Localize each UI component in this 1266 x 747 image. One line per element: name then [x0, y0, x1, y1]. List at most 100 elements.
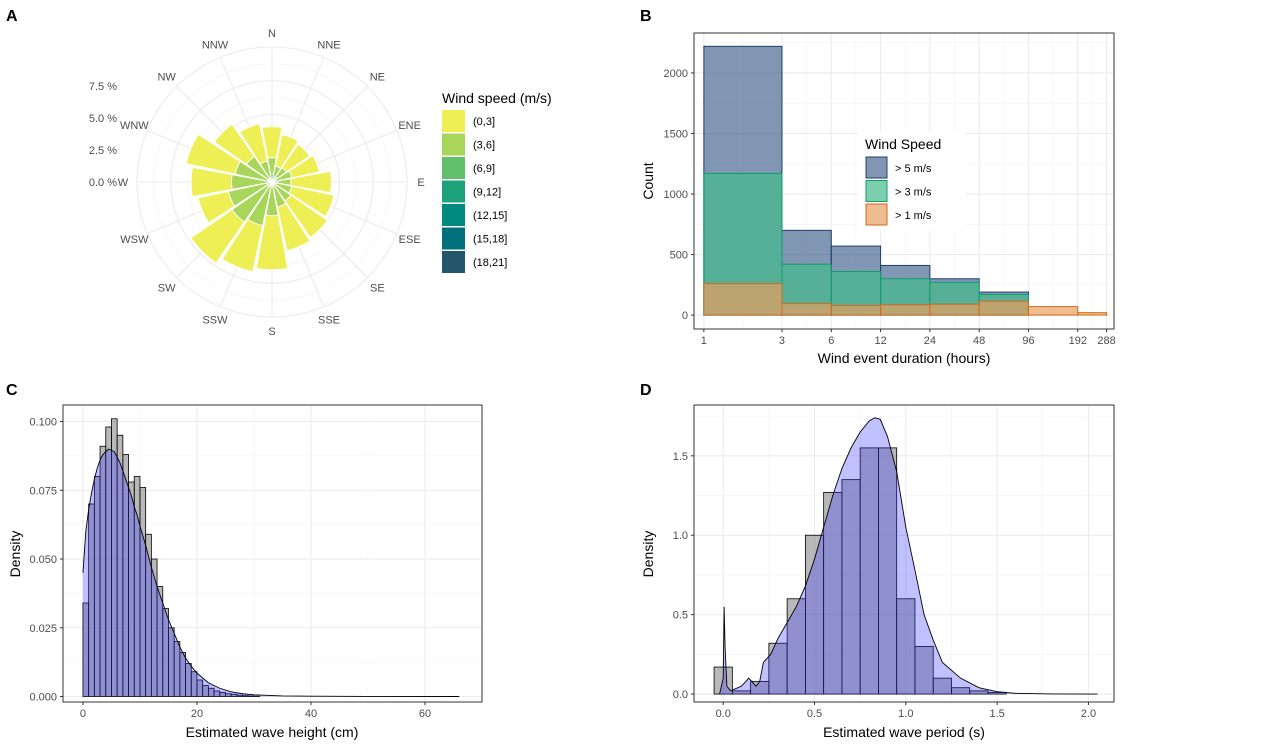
panel-b-bar-> 1 m/s-3-6 — [781, 303, 832, 316]
rose-bar-(3,6]-WSW — [227, 181, 273, 207]
rose-legend-label-6: (18,21] — [473, 257, 507, 269]
rose-legend-key-5 — [442, 227, 465, 250]
panel-b-xtick-2: 6 — [828, 335, 834, 347]
rose-bar-(0,3]-S — [255, 181, 289, 271]
panel-c-ytick-1: 0.025 — [29, 623, 57, 635]
panel-b-xtick-1: 3 — [779, 335, 785, 347]
rose-bar-(3,6]-ESE — [271, 181, 293, 194]
rose-radial-tick-2: 5.0 % — [89, 113, 117, 125]
panel-c-ytick-3: 0.075 — [29, 485, 57, 497]
panel-b-ytick-3: 1500 — [664, 128, 688, 140]
rose-legend-label-1: (3,6] — [473, 140, 495, 152]
rose-legend: Wind speed (m/s) (0,3] (3,6] (6,9] (9,12] (1… — [442, 90, 552, 273]
panel-b-bar-> 1 m/s-96-192 — [1027, 306, 1079, 316]
panel-b-duration-histogram: B 1 3 6 12 24 48 96 192 288 0 500 1000 1500 2000 Wind… — [640, 8, 1116, 366]
rose-direction-label-NNE: NNE — [317, 39, 340, 51]
rose-bars — [185, 123, 335, 273]
rose-bar-(3,6]-S — [265, 181, 279, 217]
panel-b-legend-title: Wind Speed — [865, 136, 941, 152]
rose-radial-tick-3: 7.5 % — [89, 81, 117, 93]
rose-radial-tick-1: 2.5 % — [89, 145, 117, 157]
panel-d-x-title: Estimated wave period (s) — [823, 724, 985, 740]
panel-d-ytick-2: 1.0 — [673, 530, 688, 542]
rose-bar-(3,6]-SE — [271, 181, 292, 202]
panel-c-grid — [63, 405, 483, 702]
panel-c-wave-height: C 0 20 40 60 0.000 0.025 0.050 0.075 0.100 Estim… — [6, 382, 483, 740]
rose-bar-(3,6]-SW — [231, 181, 273, 223]
panel-d-xtick-3: 1.5 — [989, 708, 1004, 720]
panel-b-legend-key-2 — [865, 203, 888, 226]
rose-direction-label-W: W — [118, 177, 129, 189]
rose-bar-(3,6]-SSW — [247, 181, 273, 227]
panel-c-density-line — [82, 448, 460, 697]
rose-direction-label-WSW: WSW — [120, 234, 149, 246]
panel-d-density-line — [719, 417, 1098, 695]
rose-bar-(3,6]-NNW — [259, 160, 273, 183]
rose-legend-key-0 — [442, 110, 465, 132]
panel-d-border — [693, 404, 1115, 703]
rose-bar-(6,9]-N — [269, 173, 275, 183]
panel-d-ticks: 0.0 0.5 1.0 1.5 2.0 0.0 0.5 1.0 1.5 — [673, 451, 1096, 720]
panel-d-density — [719, 417, 1098, 695]
rose-legend-key-6 — [442, 251, 465, 273]
panel-d-hist-bar-15 — [987, 692, 1007, 695]
panel-b-bar-> 1 m/s-1-3 — [703, 283, 783, 316]
rose-direction-label-S: S — [268, 326, 275, 338]
rose-legend-label-0: (0,3] — [473, 116, 495, 128]
rose-direction-label-SE: SE — [370, 282, 385, 294]
rose-direction-label-NW: NW — [157, 72, 176, 84]
panel-d-ytick-0: 0.0 — [673, 689, 688, 701]
rose-legend-key-3 — [442, 180, 465, 203]
rose-legend-title: Wind speed (m/s) — [442, 90, 552, 106]
panel-d-wave-period: D 0.0 0.5 1.0 1.5 2.0 0.0 0.5 1.0 1.5 Estimated … — [640, 382, 1115, 740]
rose-bar-(3,6]-W — [231, 174, 273, 190]
panel-d-xtick-1: 0.5 — [807, 708, 822, 720]
rose-bar-(3,6]-WNW — [234, 160, 273, 183]
rose-radial-labels: 0.0 % 2.5 % 5.0 % 7.5 % — [89, 81, 117, 189]
panel-letter-b: B — [640, 8, 652, 25]
rose-direction-label-WNW: WNW — [120, 120, 149, 132]
panel-d-hist-bar-11 — [914, 646, 934, 695]
rose-direction-labels: N NNE NE ENE E ESE SE SSE S SSW SW WSW W WNW NW NNW — [118, 28, 425, 338]
rose-legend-key-4 — [442, 204, 465, 226]
panel-b-bar-> 1 m/s-24-48 — [929, 303, 980, 316]
panel-b-xtick-5: 48 — [973, 335, 985, 347]
rose-legend-label-2: (6,9] — [473, 163, 495, 175]
panel-b-bar-> 1 m/s-192-288 — [1077, 312, 1108, 316]
panel-d-hist-bar-12 — [932, 677, 952, 695]
panel-letter-c: C — [6, 382, 18, 399]
rose-direction-label-SSE: SSE — [318, 315, 340, 327]
panel-b-bar-> 1 m/s-48-96 — [978, 300, 1029, 316]
panel-b-xtick-7: 192 — [1069, 335, 1087, 347]
rose-direction-label-E: E — [417, 177, 424, 189]
rose-legend-label-4: (12,15] — [473, 210, 507, 222]
panel-a-windrose: A N NNE NE ENE E ESE SE SSE S SSW SW WSW W WNW NW NNW 0… — [6, 8, 552, 338]
panel-c-xtick-0: 0 — [80, 708, 86, 720]
panel-b-bar-> 1 m/s-6-12 — [830, 304, 882, 316]
rose-legend-label-5: (15,18] — [473, 234, 507, 246]
rose-direction-label-NNW: NNW — [202, 39, 229, 51]
panel-b-legend-label-2: > 1 m/s — [895, 210, 932, 222]
panel-d-hist-bar-9 — [878, 447, 898, 695]
rose-bar-(3,6]-E — [271, 178, 292, 186]
rose-bar-(3,6]-ENE — [271, 170, 293, 183]
panel-c-x-title: Estimated wave height (cm) — [186, 724, 359, 740]
panel-letter-a: A — [6, 8, 18, 25]
panel-c-xtick-1: 20 — [191, 708, 203, 720]
rose-direction-label-ESE: ESE — [399, 234, 421, 246]
panel-d-ytick-1: 0.5 — [673, 610, 688, 622]
rose-direction-label-NE: NE — [370, 72, 385, 84]
panel-b-ytick-4: 2000 — [664, 68, 688, 80]
rose-direction-label-N: N — [268, 28, 276, 40]
rose-radial-tick-0: 0.0 % — [89, 177, 117, 189]
panel-c-ticks: 0 20 40 60 0.000 0.025 0.050 0.075 0.100 — [29, 417, 431, 721]
rose-legend-key-2 — [442, 157, 465, 179]
panel-c-bars — [82, 418, 261, 697]
panel-letter-d: D — [640, 382, 652, 399]
panel-c-y-title: Density — [7, 531, 23, 578]
panel-c-density — [82, 448, 460, 697]
rose-legend-label-3: (9,12] — [473, 187, 501, 199]
panel-b-legend-key-0 — [865, 156, 888, 179]
panel-b-legend: Wind Speed > 5 m/s > 3 m/s > 1 m/s — [858, 131, 966, 231]
rose-bar-(3,6]-NW — [245, 155, 273, 183]
